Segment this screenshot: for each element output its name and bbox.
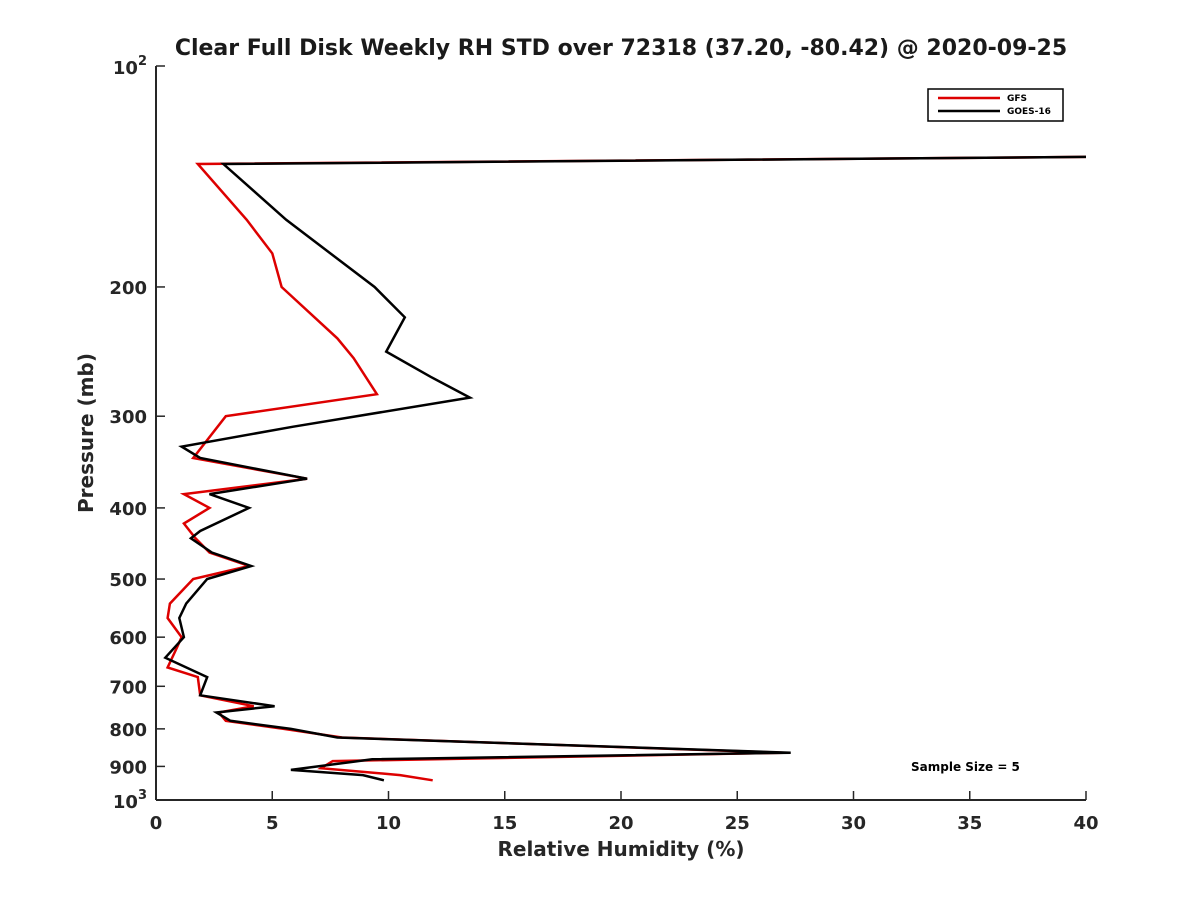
series-line-goes16 xyxy=(163,155,1087,782)
y-tick-label: 900 xyxy=(109,757,147,778)
legend: GFS GOES-16 xyxy=(927,88,1064,122)
y-tick-label: 700 xyxy=(109,677,147,698)
x-ticks: 0 5 10 15 20 25 30 35 40 xyxy=(150,791,1099,834)
x-axis-label: Relative Humidity (%) xyxy=(497,837,744,861)
y-tick-base: 10 xyxy=(113,792,138,813)
legend-box xyxy=(927,88,1064,122)
x-tick-label: 25 xyxy=(725,813,750,834)
sample-size-annotation: Sample Size = 5 xyxy=(911,760,1020,774)
legend-label-gfs: GFS xyxy=(1007,94,1027,104)
x-tick-label: 10 xyxy=(376,813,401,834)
y-tick-label: 400 xyxy=(109,499,147,520)
y-tick-label-power: 102 xyxy=(113,54,147,79)
y-tick-label: 200 xyxy=(109,278,147,299)
y-tick-label: 600 xyxy=(109,628,147,649)
y-tick-exponent: 3 xyxy=(138,788,147,803)
x-tick-label: 30 xyxy=(841,813,866,834)
legend-label-goes16: GOES-16 xyxy=(1007,107,1051,117)
y-axis-label: Pressure (mb) xyxy=(74,353,98,513)
y-tick-label: 300 xyxy=(109,407,147,428)
y-tick-exponent: 2 xyxy=(138,54,147,69)
y-tick-label: 500 xyxy=(109,570,147,591)
y-tick-label: 800 xyxy=(109,720,147,741)
chart-title: Clear Full Disk Weekly RH STD over 72318… xyxy=(175,36,1067,61)
x-tick-label: 15 xyxy=(492,813,517,834)
x-tick-label: 0 xyxy=(150,813,163,834)
x-tick-label: 40 xyxy=(1073,813,1098,834)
x-tick-label: 20 xyxy=(608,813,633,834)
y-tick-base: 10 xyxy=(113,58,138,79)
y-tick-label-power: 103 xyxy=(113,788,147,813)
x-tick-label: 5 xyxy=(266,813,279,834)
series-lines xyxy=(163,155,1087,782)
x-tick-label: 35 xyxy=(957,813,982,834)
